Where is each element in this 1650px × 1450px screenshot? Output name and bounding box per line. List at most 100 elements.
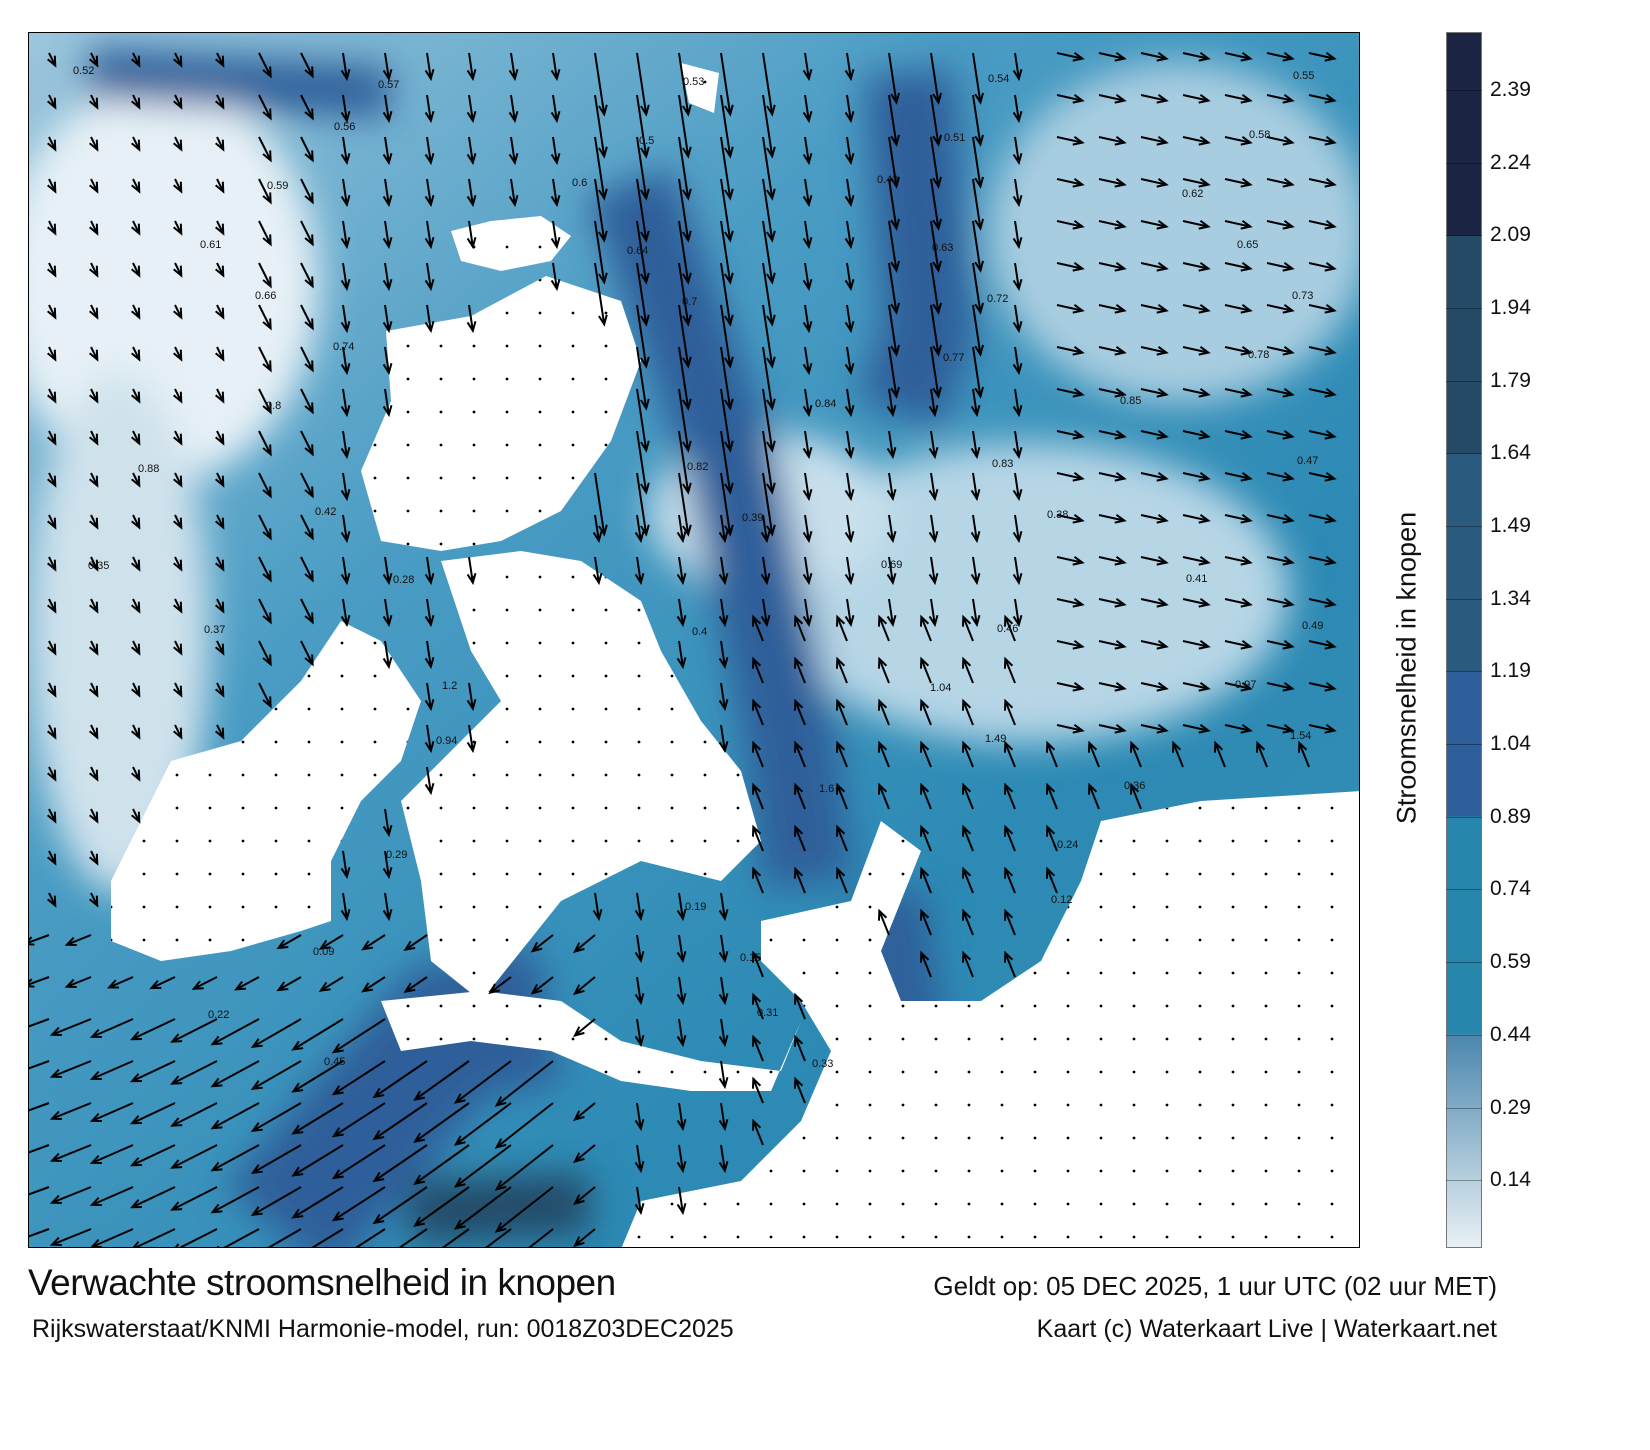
current-arrow (340, 136, 351, 166)
current-arrow (844, 94, 855, 124)
current-arrow (888, 304, 901, 357)
current-arrow (676, 892, 687, 922)
current-arrow (173, 472, 183, 488)
current-arrow (258, 94, 272, 121)
current-arrow (382, 808, 393, 838)
current-arrow (634, 1186, 645, 1216)
current-arrow (793, 992, 806, 1020)
current-arrow (508, 136, 519, 166)
current-arrow (89, 1060, 134, 1080)
current-arrow (835, 656, 848, 684)
current-arrow (210, 1060, 260, 1088)
current-arrow (1003, 740, 1016, 768)
current-arrow (720, 178, 734, 243)
current-arrow (762, 94, 776, 159)
current-arrow (1003, 656, 1016, 684)
current-arrow (89, 724, 99, 740)
colorbar-tick-label: 0.44 (1490, 1022, 1531, 1046)
current-arrow (718, 892, 729, 922)
current-arrow (47, 808, 57, 824)
speed-value-label: 0.39 (742, 512, 763, 524)
speed-value-label: 0.56 (334, 121, 355, 133)
current-arrow (1182, 135, 1211, 146)
current-arrow (573, 934, 596, 954)
current-arrow (793, 740, 806, 768)
current-arrow (972, 94, 985, 147)
current-arrow (216, 1228, 260, 1247)
current-arrow (453, 1186, 512, 1230)
current-arrow (961, 740, 974, 768)
current-arrow (29, 976, 50, 988)
current-arrow (1140, 471, 1169, 482)
current-arrow (89, 556, 99, 572)
current-arrow (1056, 303, 1085, 314)
valid-time: Geldt op: 05 DEC 2025, 1 uur UTC (02 uur… (933, 1271, 1497, 1301)
current-arrow (844, 472, 855, 502)
speed-value-label: 0.33 (812, 1058, 833, 1070)
colorbar-tick-label: 1.49 (1490, 514, 1531, 538)
current-arrow (1308, 471, 1337, 482)
current-arrow (877, 908, 890, 936)
current-arrow (173, 430, 183, 446)
current-arrow (835, 698, 848, 726)
current-arrow (89, 346, 99, 362)
current-arrow (928, 598, 939, 628)
current-arrow (1056, 345, 1085, 356)
current-arrow (1056, 93, 1085, 104)
current-arrow (1182, 555, 1211, 566)
current-arrow (592, 514, 603, 544)
current-arrow (1003, 614, 1016, 642)
current-arrow (961, 614, 974, 642)
current-arrow (886, 556, 897, 586)
current-arrow (494, 1060, 554, 1107)
current-arrow (258, 178, 272, 205)
current-arrow (1266, 639, 1295, 650)
current-arrow (1266, 597, 1295, 608)
current-arrow (1045, 740, 1058, 768)
current-arrow (494, 1144, 554, 1191)
current-arrow (844, 514, 855, 544)
current-arrow (1056, 597, 1085, 608)
current-arrow (131, 388, 141, 404)
current-arrow (1224, 135, 1253, 146)
current-arrow (300, 472, 314, 499)
colorbar-tick-label: 2.24 (1490, 150, 1531, 174)
current-arrow (131, 766, 141, 782)
current-arrow (972, 262, 985, 315)
current-arrow (1308, 51, 1337, 62)
current-arrow (466, 556, 477, 586)
current-arrow (291, 1060, 344, 1093)
current-arrow (361, 976, 386, 993)
current-arrow (762, 136, 776, 201)
speed-value-label: 0.24 (1057, 839, 1078, 851)
current-arrow (793, 782, 806, 810)
current-arrow (89, 262, 99, 278)
current-arrow (1182, 177, 1211, 188)
current-arrow (173, 178, 183, 194)
current-arrow (573, 1102, 596, 1122)
current-arrow (170, 1060, 218, 1085)
current-arrow (1012, 556, 1023, 586)
speed-value-label: 0.35 (88, 560, 109, 572)
colorbar-tick-mark (1446, 90, 1482, 92)
current-arrow (89, 304, 99, 320)
current-arrow (131, 682, 141, 698)
current-arrow (424, 220, 435, 250)
current-arrow (1224, 681, 1253, 692)
current-arrow (718, 976, 729, 1006)
current-arrow (1012, 94, 1023, 124)
speed-value-label: 0.43 (877, 174, 898, 186)
current-arrow (49, 1144, 92, 1163)
current-arrow (215, 94, 225, 110)
current-arrow (1098, 681, 1127, 692)
current-arrow (1056, 555, 1085, 566)
current-arrow (340, 94, 351, 124)
current-arrow (1056, 429, 1085, 440)
current-arrow (1308, 597, 1337, 608)
current-arrow (678, 346, 692, 411)
current-arrow (720, 136, 734, 201)
current-arrow (131, 430, 141, 446)
current-arrow (47, 220, 57, 236)
current-arrow (89, 1144, 134, 1164)
colorbar-tick-mark (1446, 671, 1482, 673)
